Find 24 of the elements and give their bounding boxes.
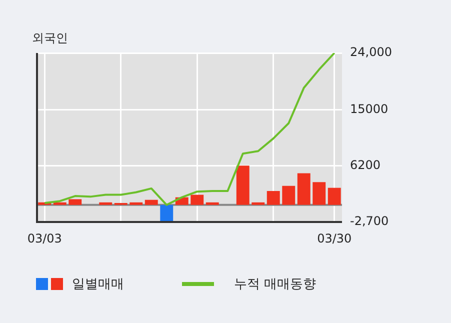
bar (130, 202, 143, 205)
chart-title: 외국인 (32, 30, 68, 47)
bar (99, 202, 112, 205)
bar (53, 202, 66, 205)
bar (206, 202, 219, 205)
y-tick-label: 24,000 (350, 45, 392, 60)
bar (297, 173, 310, 205)
bar (190, 194, 204, 205)
bar (144, 200, 158, 205)
y-tick-label: 15000 (350, 102, 388, 116)
x-tick-label: 03/03 (27, 231, 62, 246)
bar (266, 190, 280, 205)
bar (252, 202, 265, 205)
bar (236, 166, 250, 205)
y-tick-label: -2,700 (350, 214, 389, 228)
y-tick-label: 6200 (350, 158, 381, 172)
bar (328, 188, 341, 205)
bar (312, 182, 326, 205)
legend-label: 일별매매 (72, 276, 124, 293)
bar (282, 186, 296, 205)
bar (68, 199, 82, 205)
bar (160, 204, 174, 222)
x-tick-label: 03/30 (317, 231, 352, 246)
legend-label: 누적 매매동향 (234, 276, 316, 293)
